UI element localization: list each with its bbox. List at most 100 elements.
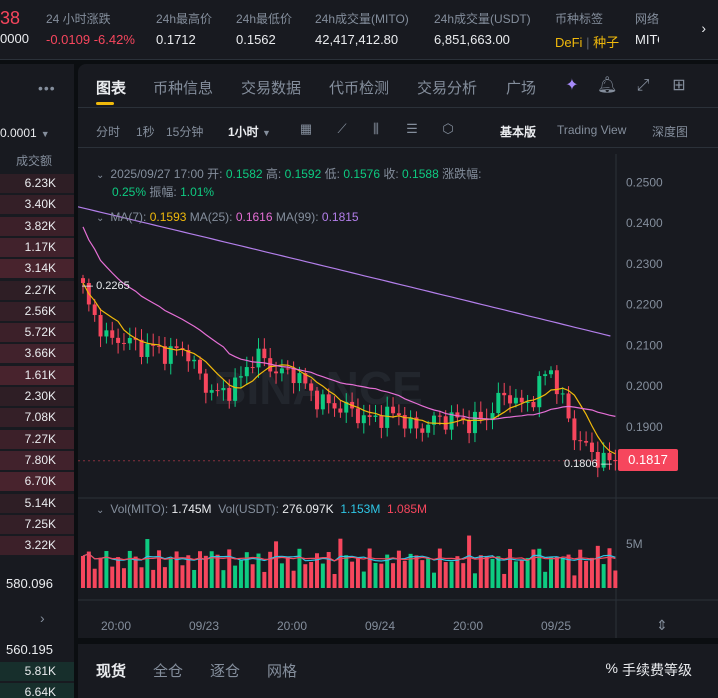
candle-body — [402, 415, 407, 429]
ask-row-amount[interactable]: 7.25K — [24, 516, 56, 531]
candle-body — [116, 337, 121, 343]
stat-24h-low: 24h最低价 0.1562 — [236, 10, 292, 47]
candle-body — [145, 343, 150, 357]
tab-spot[interactable]: 现货 — [96, 663, 127, 680]
view-depth[interactable]: 深度图 — [652, 125, 689, 139]
candle-body — [274, 371, 279, 374]
ask-row-amount[interactable]: 2.27K — [24, 282, 56, 297]
indicator-icon[interactable]: ⟋ — [337, 121, 347, 136]
tab-trade-analysis[interactable]: 交易分析 — [417, 80, 478, 97]
ask-row-amount[interactable]: 6.23K — [24, 176, 56, 190]
chevron-right-icon[interactable]: › — [701, 20, 706, 36]
candle-body — [309, 383, 314, 391]
interval-1h[interactable]: 1小时 ▼ — [228, 123, 271, 140]
tab-square[interactable]: 广场 — [506, 80, 537, 97]
percent-icon[interactable]: % — [605, 660, 618, 676]
open-label: 开: — [207, 167, 223, 181]
candle-body — [92, 304, 97, 315]
low-marker: 0.1806 — — [564, 458, 612, 470]
chevron-down-icon[interactable]: ⌄ — [96, 505, 105, 516]
ask-row-amount[interactable]: 5.14K — [24, 495, 56, 510]
ask-row-amount[interactable]: 7.08K — [24, 410, 56, 425]
candle-body — [537, 376, 542, 408]
candle-type-icon[interactable]: ⫼ — [373, 121, 379, 136]
ask-row-amount[interactable]: 6.70K — [24, 474, 56, 489]
bid-row-amount[interactable]: 6.64K — [24, 685, 56, 698]
tab-isolated[interactable]: 逐仓 — [210, 663, 241, 680]
ask-row-amount[interactable]: 3.66K — [24, 346, 56, 361]
ask-row-amount[interactable]: 1.61K — [24, 367, 56, 382]
volume-bar — [168, 558, 173, 588]
ask-row-amount[interactable]: 3.14K — [24, 261, 56, 276]
volume-bar — [361, 571, 366, 588]
ask-row-amount[interactable]: 7.80K — [24, 452, 56, 467]
ask-row-amount[interactable]: 5.72K — [24, 325, 56, 340]
interval-15m[interactable]: 15分钟 — [166, 125, 204, 139]
chevron-down-icon[interactable]: ⌄ — [96, 170, 105, 181]
candle-body — [607, 452, 612, 461]
ask-depth-bar — [0, 514, 74, 534]
tab-trading-data[interactable]: 交易数据 — [241, 80, 302, 97]
stat-value: MITO — [635, 32, 659, 47]
volume-bar — [186, 555, 191, 588]
more-icon[interactable]: ••• — [38, 80, 56, 96]
chevron-right-icon[interactable]: › — [40, 610, 45, 626]
expand-icon[interactable]: ⤢ — [636, 77, 650, 94]
vol-ma2-value: 1.085M — [387, 502, 428, 516]
tab-grid[interactable]: 网格 — [267, 663, 298, 680]
candle-body — [472, 411, 477, 434]
view-basic[interactable]: 基本版 — [500, 125, 537, 139]
ma99-line — [78, 206, 611, 337]
ask-depth-bar — [0, 472, 74, 492]
stat-24h-change: 24 小时涨跌 -0.0109 -6.42% — [46, 10, 135, 47]
low-label: 低: — [324, 167, 340, 181]
volume-bar — [408, 553, 413, 588]
tab-coin-info[interactable]: 币种信息 — [153, 80, 214, 97]
stat-token-tags: 币种标签 DeFi | 种子 — [555, 12, 620, 50]
tag-defi[interactable]: DeFi — [555, 35, 583, 50]
ask-row-amount[interactable]: 3.40K — [24, 197, 56, 212]
stat-label: 24 小时涨跌 — [46, 12, 111, 26]
candle-body — [531, 401, 536, 408]
volume-bar — [578, 549, 583, 588]
volume-bar — [589, 557, 594, 588]
tab-token-check[interactable]: 代币检测 — [329, 80, 390, 97]
high-value: 0.1592 — [284, 167, 322, 181]
precision-select[interactable]: 0.0001 ▼ — [0, 126, 50, 140]
volume-bar — [455, 556, 460, 588]
interval-time[interactable]: 分时 — [96, 125, 121, 139]
interval-1s[interactable]: 1秒 — [136, 125, 155, 139]
calendar-icon[interactable]: ▦ — [299, 121, 313, 136]
ask-row-amount[interactable]: 2.30K — [24, 389, 56, 403]
ask-depth-bar — [0, 216, 74, 236]
volume-bar — [537, 548, 542, 588]
time-axis-label: 09/23 — [189, 619, 219, 633]
low-value: 0.1576 — [343, 167, 381, 181]
ai-sparkle-icon[interactable]: ✦ — [565, 77, 579, 94]
tag-seed[interactable]: 种子 — [593, 35, 620, 50]
chevron-down-icon[interactable]: ⌄ — [96, 213, 105, 224]
orderbook-panel: ••• 0.0001 ▼ 成交额 6.23K 3.40K 3.82K 1.17K 3.14… — [0, 64, 74, 698]
tab-chart[interactable]: 图表 — [96, 80, 127, 97]
layout-grid-icon[interactable]: ⊞ — [672, 77, 686, 94]
settings-sliders-icon[interactable]: ☰ — [406, 121, 418, 136]
volume-bar — [484, 555, 489, 588]
price-chart[interactable]: BINANCE0.25000.24000.23000.22000.21000.2… — [78, 154, 718, 638]
bid-row-amount[interactable]: 5.81K — [24, 664, 56, 678]
tab-cross[interactable]: 全仓 — [153, 663, 184, 680]
scale-icon[interactable]: ⇕ — [656, 618, 668, 634]
hexagon-icon[interactable]: ⬡ — [442, 121, 454, 136]
candle-body — [157, 345, 162, 347]
candle-body — [291, 368, 296, 384]
orderbook-bid-price: 560.195 — [6, 642, 53, 657]
ask-row-amount[interactable]: 3.22K — [24, 538, 56, 553]
ask-row-amount[interactable]: 1.17K — [24, 239, 56, 254]
view-tradingview[interactable]: Trading View — [557, 123, 627, 137]
ask-row-amount[interactable]: 2.56K — [24, 303, 56, 318]
bell-icon[interactable]: 🔔︎ — [597, 77, 618, 94]
fee-level-link[interactable]: 手续费等级 — [622, 662, 692, 678]
ask-row-amount[interactable]: 7.27K — [24, 431, 56, 446]
ask-row-amount[interactable]: 3.82K — [24, 218, 56, 233]
candle-info-line: ⌄ 2025/09/27 17:00 开: 0.1582 高: 0.1592 低:… — [96, 165, 481, 182]
vol-ma1-value: 1.153M — [340, 502, 381, 516]
